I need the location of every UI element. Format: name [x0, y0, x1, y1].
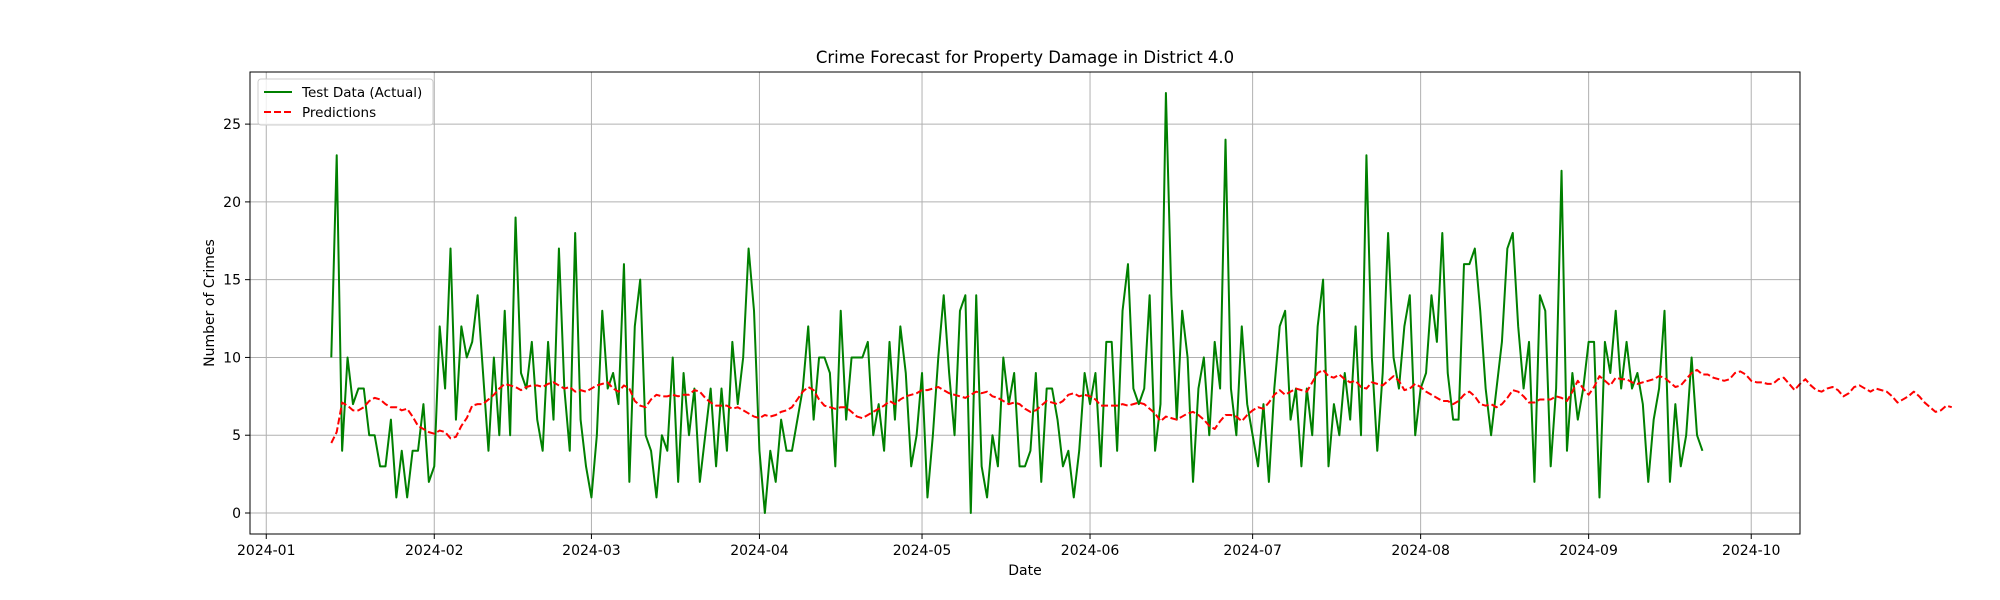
x-axis-title: Date — [1008, 563, 1041, 579]
x-tick-label: 2024-07 — [1223, 543, 1282, 559]
series-line-actual — [330, 92, 1704, 514]
legend-label-predictions: Predictions — [302, 105, 376, 121]
y-axis-ticks: 0 5 10 15 20 25 — [223, 117, 250, 522]
y-tick-label: 10 — [223, 350, 241, 366]
x-tick-label: 2024-03 — [562, 543, 621, 559]
x-tick-label: 2024-06 — [1061, 543, 1120, 559]
y-axis-title: Number of Crimes — [202, 239, 218, 367]
y-tick-label: 25 — [223, 117, 241, 133]
y-tick-label: 15 — [223, 273, 241, 289]
x-tick-label: 2024-08 — [1391, 543, 1450, 559]
grid — [250, 72, 1800, 534]
x-axis-ticks: 2024-01 2024-02 2024-03 2024-04 2024-05 2024-… — [237, 534, 1780, 559]
x-tick-label: 2024-05 — [893, 543, 952, 559]
y-tick-label: 5 — [232, 428, 241, 444]
legend-box — [257, 78, 434, 126]
x-tick-label: 2024-01 — [237, 543, 296, 559]
y-tick-label: 20 — [223, 195, 241, 211]
x-tick-label: 2024-02 — [405, 543, 464, 559]
legend-label-actual: Test Data (Actual) — [301, 85, 422, 101]
plot-frame — [249, 71, 1801, 535]
legend: Test Data (Actual) Predictions — [257, 78, 434, 126]
x-tick-label: 2024-04 — [730, 543, 789, 559]
chart-title: Crime Forecast for Property Damage in Di… — [816, 48, 1234, 67]
plot-series — [330, 92, 1953, 514]
series-line-predictions — [330, 368, 1953, 444]
y-tick-label: 0 — [232, 506, 241, 522]
x-tick-label: 2024-10 — [1722, 543, 1781, 559]
x-tick-label: 2024-09 — [1559, 543, 1618, 559]
